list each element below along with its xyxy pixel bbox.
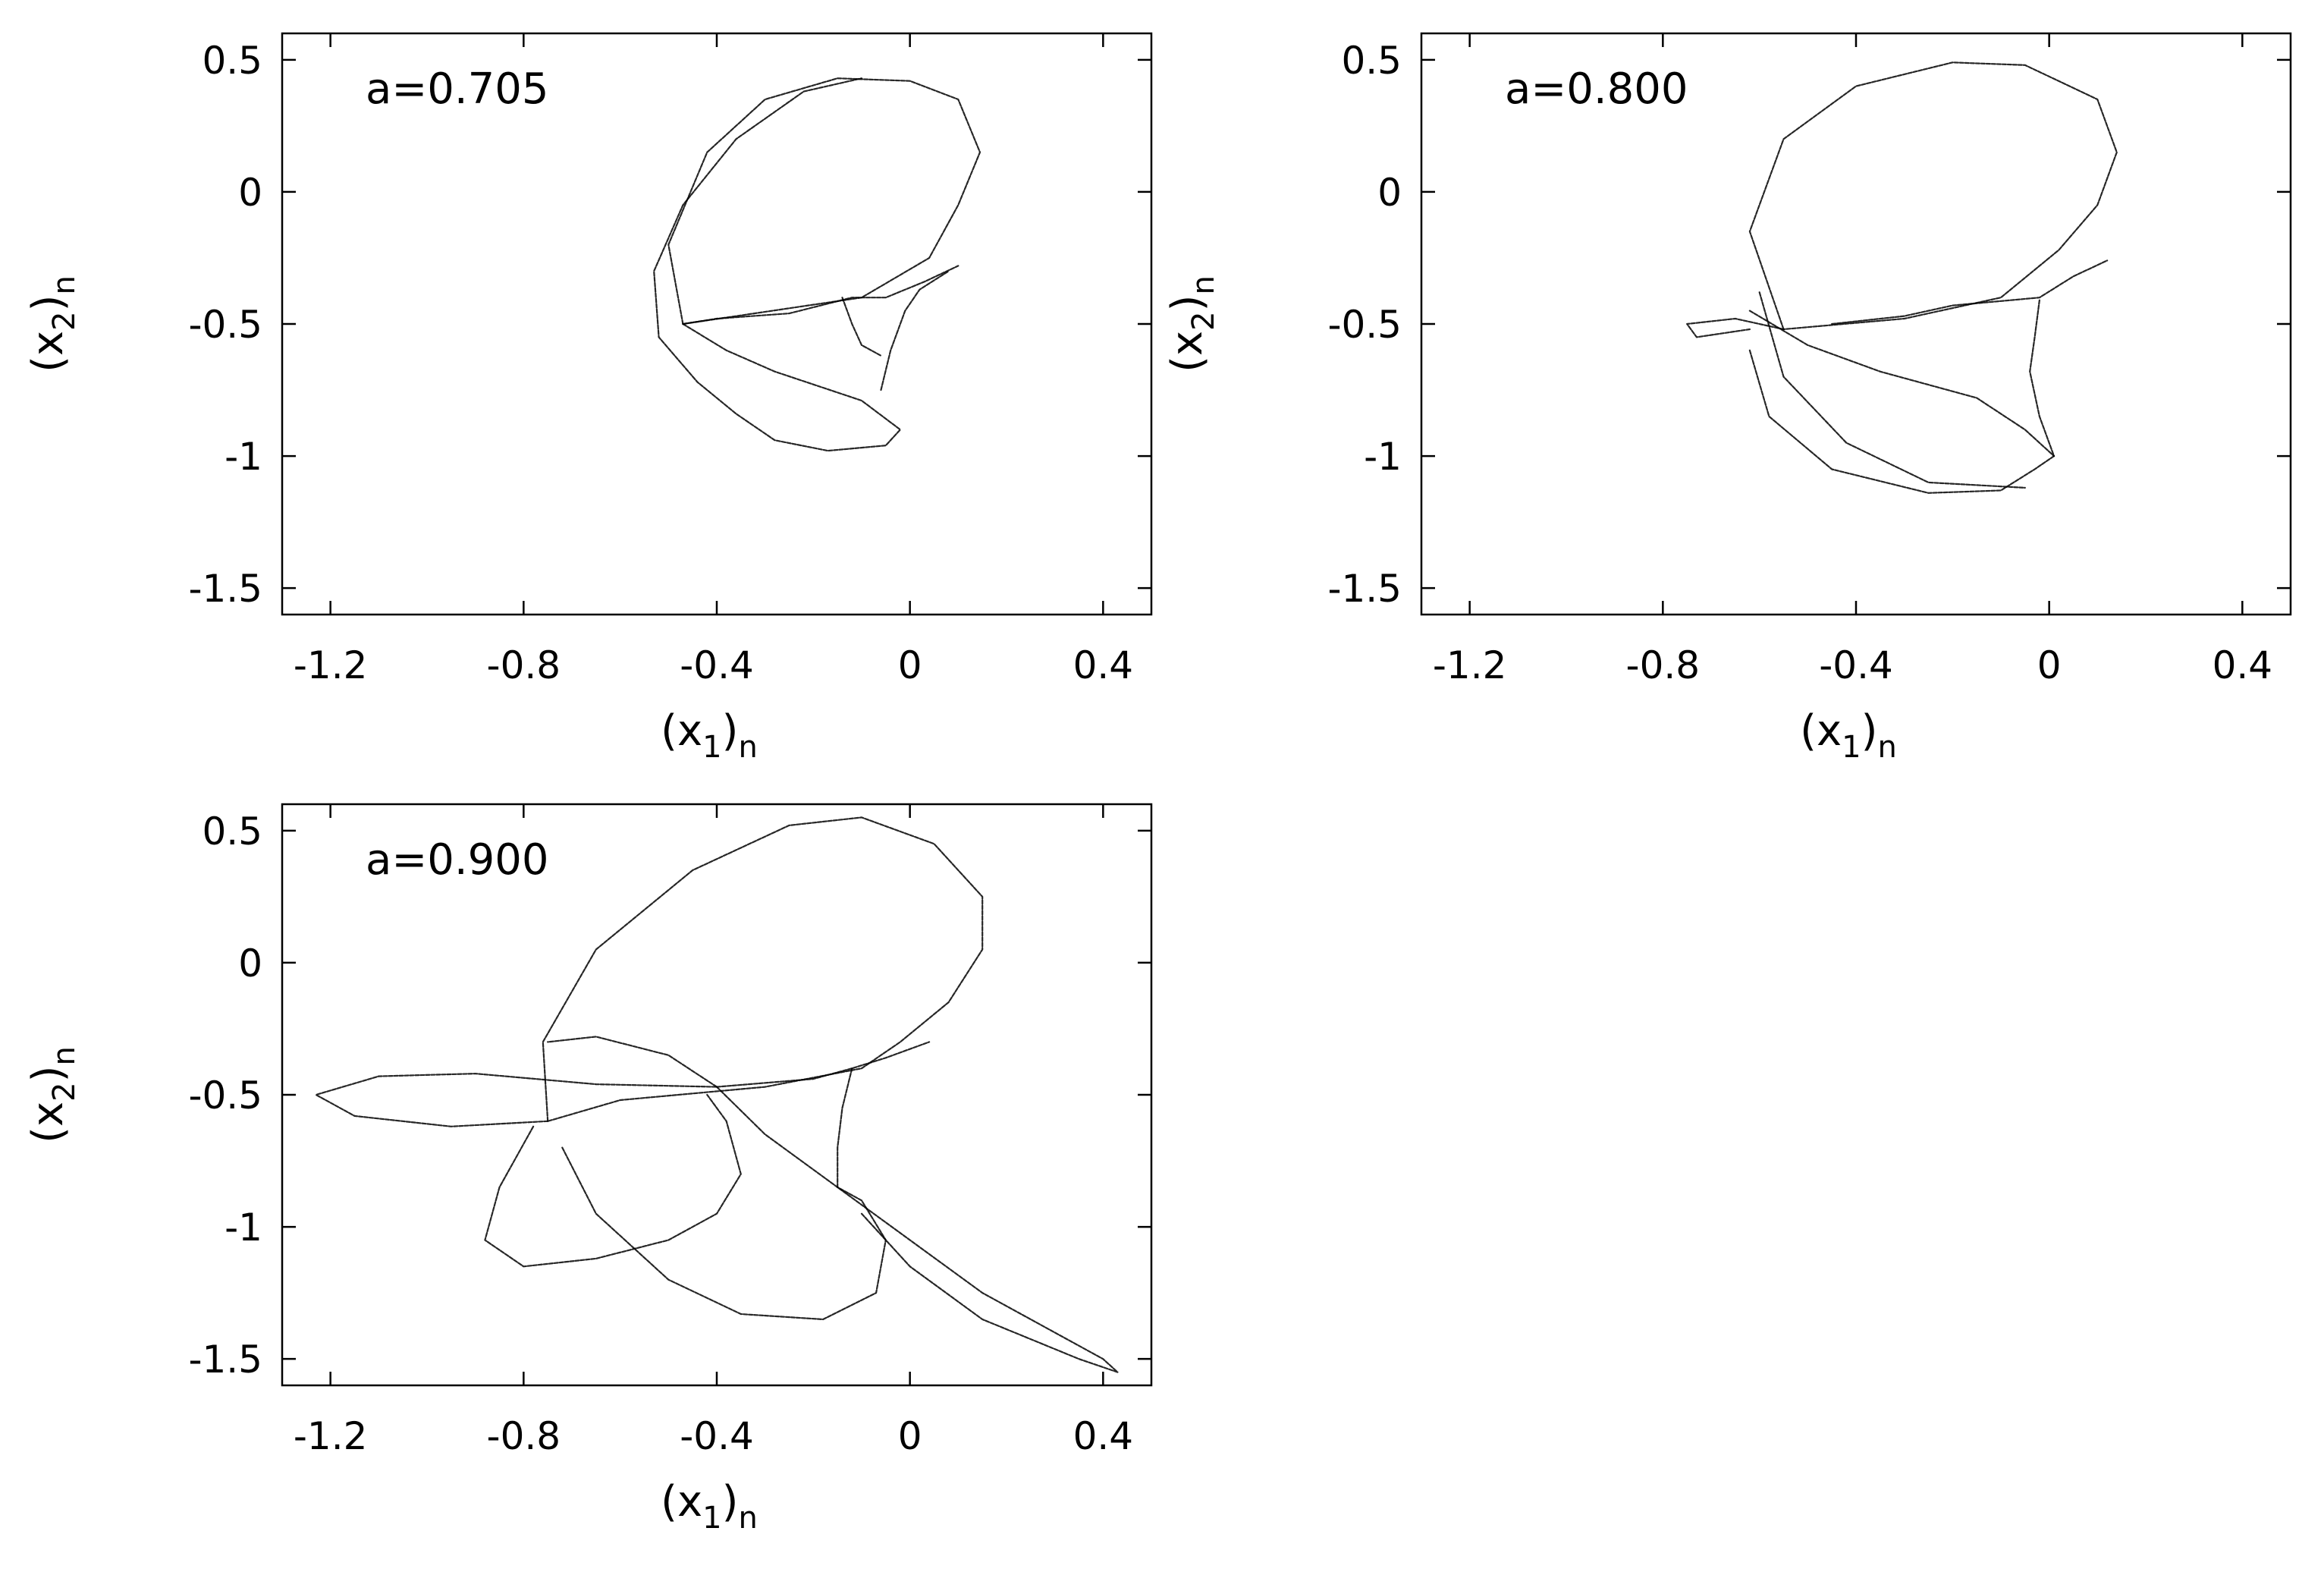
attractor-curve [1686, 317, 1785, 338]
parameter-annotation: a=0.705 [366, 64, 549, 114]
attractor-curve [1758, 291, 2026, 489]
x-axis-label: (x1)n [661, 1477, 758, 1536]
y-tick-label: -1.5 [1327, 567, 1402, 611]
attractor-curve [2029, 299, 2055, 457]
plot-frame [1420, 32, 2292, 616]
panel-2: -1.2 -0.8 -0.4 0 0.4 -1.5 -1 -0.5 0 0.5 (x1)n (x2)n… [1163, 32, 2292, 765]
attractor-curve [1831, 259, 2109, 325]
attractor-curve [841, 297, 882, 357]
attractor-curve [542, 816, 984, 1122]
y-tick-label: -1.5 [188, 567, 262, 611]
x-tick-label: -0.4 [1819, 643, 1893, 687]
x-tick-label: 0 [898, 1414, 922, 1458]
y-tick-label: 0.5 [202, 810, 262, 854]
attractor-curve [1748, 310, 2055, 457]
x-tick-label: 0 [2037, 643, 2062, 687]
attractor-curve [315, 1072, 718, 1127]
attractor-curve [561, 1146, 887, 1321]
panel-1: -1.2 -0.8 -0.4 0 0.4 -1.5 -1 -0.5 0 0.5 (x1)n (x2)n… [24, 32, 1153, 765]
y-tick-label: -1.5 [188, 1338, 262, 1382]
y-tick-label: -0.5 [188, 303, 262, 347]
x-tick-label: -1.2 [294, 1414, 368, 1458]
parameter-annotation: a=0.800 [1505, 64, 1688, 114]
y-axis-label: (x2)n [24, 1046, 82, 1143]
parameter-annotation: a=0.900 [366, 835, 549, 885]
attractor-curve [547, 1036, 718, 1088]
x-tick-label: 0.4 [1073, 643, 1134, 687]
attractor-curve [1748, 349, 2055, 494]
x-tick-label: 0.4 [2213, 643, 2273, 687]
x-tick-label: -1.2 [1433, 643, 1507, 687]
attractor-curve [715, 1086, 1119, 1373]
y-tick-label: 0 [1377, 171, 1402, 215]
y-tick-label: -1 [225, 435, 262, 479]
attractor-curve [682, 265, 959, 325]
x-axis-label: (x1)n [1800, 706, 1897, 765]
plot-frame [281, 32, 1153, 616]
attractor-curve [667, 77, 981, 325]
x-tick-label: -0.8 [1626, 643, 1701, 687]
x-tick-label: -0.4 [680, 643, 754, 687]
x-tick-label: -1.2 [294, 643, 368, 687]
y-tick-label: -0.5 [188, 1074, 262, 1118]
x-axis-label: (x1)n [661, 706, 758, 765]
y-axis-label: (x2)n [1163, 275, 1221, 373]
attractor-curve [653, 77, 902, 452]
attractor-curve [484, 1093, 742, 1268]
y-tick-label: -1 [225, 1206, 262, 1250]
x-tick-label: -0.8 [487, 1414, 561, 1458]
x-tick-label: 0.4 [1073, 1414, 1134, 1458]
y-tick-label: -1 [1364, 435, 1402, 479]
panel-3: -1.2 -0.8 -0.4 0 0.4 -1.5 -1 -0.5 0 0.5 (x1)n (x2)n… [24, 803, 1153, 1536]
y-tick-label: -0.5 [1327, 303, 1402, 347]
attractor-curve [1748, 61, 2118, 331]
y-tick-label: 0.5 [202, 39, 262, 83]
attractor-curve [837, 1067, 853, 1189]
y-tick-label: 0 [238, 942, 262, 986]
plot-frame [281, 803, 1153, 1387]
x-tick-label: -0.4 [680, 1414, 754, 1458]
attractor-curve [715, 1041, 931, 1088]
y-axis-label: (x2)n [24, 275, 82, 373]
y-tick-label: 0 [238, 171, 262, 215]
x-tick-label: -0.8 [487, 643, 561, 687]
y-tick-label: 0.5 [1341, 39, 1402, 83]
x-tick-label: 0 [898, 643, 922, 687]
attractor-curve [880, 270, 950, 391]
